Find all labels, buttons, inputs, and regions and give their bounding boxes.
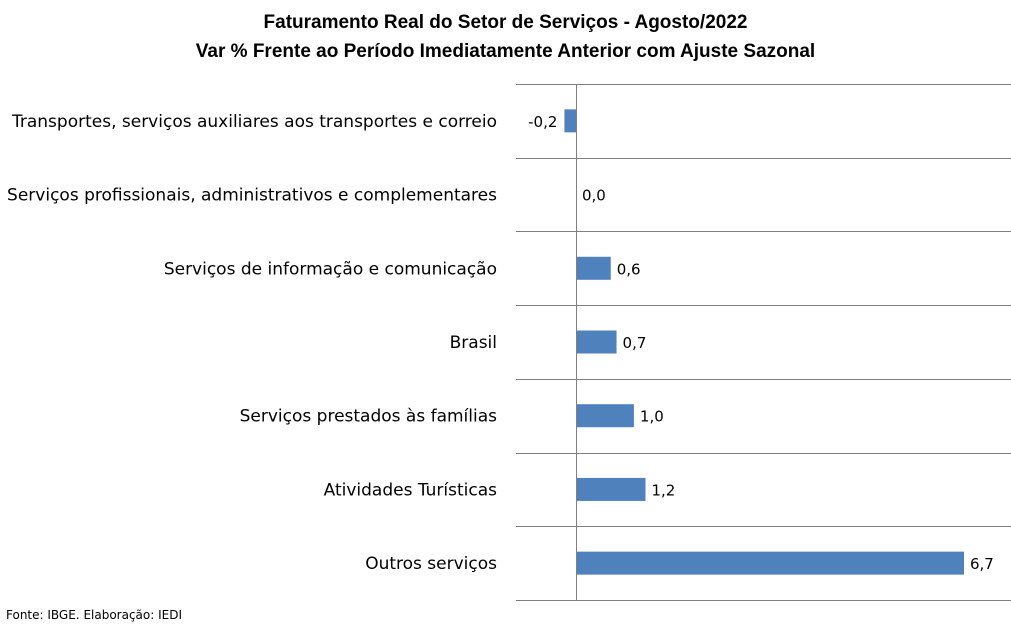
category-label: Serviços profissionais, administrativos …: [7, 186, 497, 206]
source-note: Fonte: IBGE. Elaboração: IEDI: [6, 608, 183, 622]
data-label: 0,7: [623, 334, 647, 352]
data-label: 1,2: [651, 481, 675, 499]
bar: [576, 551, 964, 575]
bar: [576, 477, 646, 501]
bar: [576, 404, 634, 428]
data-label: -0,2: [528, 113, 557, 131]
category-label: Serviços de informação e comunicação: [164, 259, 497, 279]
chart-title: Faturamento Real do Setor de Serviços - …: [263, 12, 748, 33]
chart-subtitle: Var % Frente ao Período Imediatamente An…: [195, 41, 816, 62]
chart-title-block: Faturamento Real do Setor de Serviços - …: [0, 8, 1011, 66]
bar: [576, 256, 611, 280]
data-label: 1,0: [640, 408, 664, 426]
data-label: 0,0: [582, 187, 606, 205]
category-label: Brasil: [450, 333, 497, 353]
category-label: Transportes, serviços auxiliares aos tra…: [11, 112, 497, 132]
category-label: Serviços prestados às famílias: [240, 407, 498, 427]
data-label: 0,6: [617, 260, 641, 278]
bar: [576, 330, 617, 354]
category-label: Outros serviços: [365, 554, 497, 574]
bar: [564, 109, 576, 133]
data-label: 6,7: [970, 555, 994, 573]
category-label: Atividades Turísticas: [324, 480, 498, 500]
